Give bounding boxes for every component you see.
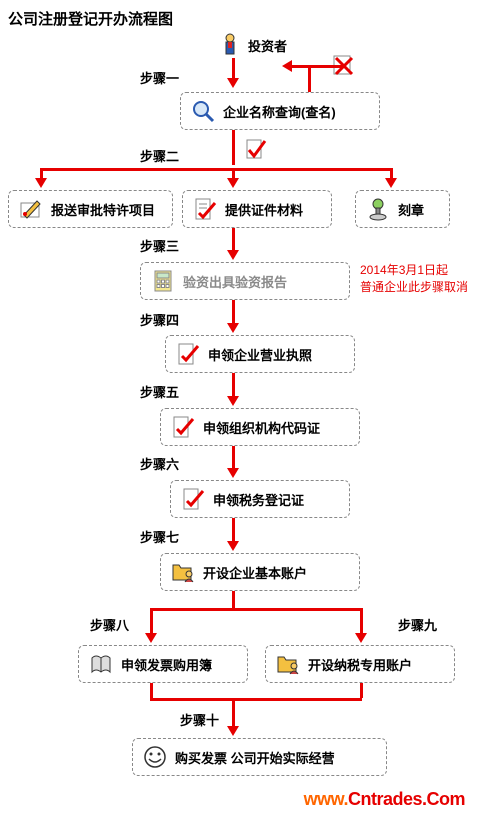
step-label-4: 步骤四 [140, 310, 179, 329]
book-icon [89, 652, 113, 676]
arrowhead-icon [227, 323, 239, 333]
arrow [290, 65, 330, 68]
node-label: 刻章 [398, 200, 424, 219]
node-label: 购买发票 公司开始实际经营 [175, 748, 335, 767]
side-note: 2014年3月1日起 普通企业此步骤取消 [360, 262, 468, 296]
node-label: 开设纳税专用账户 [308, 655, 412, 674]
node-label: 验资出具验资报告 [183, 272, 287, 291]
side-note-line2: 普通企业此步骤取消 [360, 279, 468, 296]
page-title: 公司注册登记开办流程图 [8, 8, 173, 29]
calculator-icon [151, 269, 175, 293]
node-label: 企业名称查询(查名) [223, 102, 336, 121]
node-label: 申领企业营业执照 [208, 345, 312, 364]
node-tax-reg: 申领税务登记证 [170, 480, 350, 518]
arrow [40, 168, 390, 171]
doc-check-icon [171, 415, 195, 439]
arrow [232, 518, 235, 543]
arrow [308, 65, 311, 92]
arrow [232, 446, 235, 470]
node-label: 申领发票购用簿 [121, 655, 212, 674]
smile-icon [143, 745, 167, 769]
watermark: www.Cntrades.Com [304, 789, 465, 810]
node-label: 提供证件材料 [225, 200, 303, 219]
arrow [232, 300, 235, 325]
arrow [232, 228, 235, 252]
arrowhead-icon [227, 726, 239, 736]
doc-check-icon [181, 487, 205, 511]
step-label-10: 步骤十 [180, 710, 219, 729]
node-biz-license: 申领企业营业执照 [165, 335, 355, 373]
step-label-9: 步骤九 [398, 615, 437, 634]
node-buy-invoice: 购买发票 公司开始实际经营 [132, 738, 387, 776]
investor-icon [220, 32, 240, 56]
node-seal: 刻章 [355, 190, 450, 228]
folder-person-icon [171, 560, 195, 584]
node-capital-verify: 验资出具验资报告 [140, 262, 350, 300]
watermark-part2: Cntrades.Com [348, 789, 465, 809]
step-label-7: 步骤七 [140, 527, 179, 546]
seal-icon [366, 197, 390, 221]
step-label-6: 步骤六 [140, 454, 179, 473]
arrow [360, 608, 363, 635]
arrow [232, 58, 235, 80]
node-label: 申领组织机构代码证 [203, 418, 320, 437]
arrowhead-icon [35, 178, 47, 188]
arrowhead-icon [227, 250, 239, 260]
step-label-5: 步骤五 [140, 382, 179, 401]
arrowhead-icon [145, 633, 157, 643]
node-submit-approval: 报送审批特许项目 [8, 190, 173, 228]
check-icon [245, 138, 267, 160]
arrowhead-icon [227, 541, 239, 551]
step-label-3: 步骤三 [140, 236, 179, 255]
watermark-part1: www. [304, 789, 348, 809]
arrow [150, 608, 153, 635]
node-label: 申领税务登记证 [213, 490, 304, 509]
arrowhead-icon [385, 178, 397, 188]
node-tax-account: 开设纳税专用账户 [265, 645, 455, 683]
arrow [360, 683, 363, 698]
write-icon [19, 197, 43, 221]
arrow [150, 698, 362, 701]
magnify-icon [191, 99, 215, 123]
arrow [232, 698, 235, 728]
step-label-8: 步骤八 [90, 615, 129, 634]
arrow [232, 130, 235, 165]
step-label-1: 步骤一 [140, 68, 179, 87]
side-note-line1: 2014年3月1日起 [360, 262, 468, 279]
node-org-code: 申领组织机构代码证 [160, 408, 360, 446]
node-basic-account: 开设企业基本账户 [160, 553, 360, 591]
arrow [232, 373, 235, 398]
arrowhead-icon [355, 633, 367, 643]
node-invoice-book: 申领发票购用簿 [78, 645, 248, 683]
arrow [232, 591, 235, 608]
arrowhead-icon [227, 468, 239, 478]
node-provide-docs: 提供证件材料 [182, 190, 332, 228]
node-label: 报送审批特许项目 [51, 200, 155, 219]
doc-check-icon [193, 197, 217, 221]
arrow [150, 608, 360, 611]
investor-label: 投资者 [248, 36, 287, 55]
step-label-2: 步骤二 [140, 146, 179, 165]
arrow [150, 683, 153, 698]
arrowhead-icon [227, 78, 239, 88]
doc-check-icon [176, 342, 200, 366]
node-name-query: 企业名称查询(查名) [180, 92, 380, 130]
folder-person-icon [276, 652, 300, 676]
arrowhead-icon [227, 396, 239, 406]
node-label: 开设企业基本账户 [203, 563, 307, 582]
arrowhead-icon [227, 178, 239, 188]
arrowhead-icon [282, 60, 292, 72]
